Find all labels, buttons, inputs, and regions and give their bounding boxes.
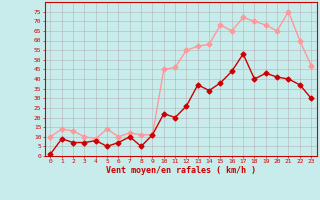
X-axis label: Vent moyen/en rafales ( km/h ): Vent moyen/en rafales ( km/h ) bbox=[106, 166, 256, 175]
